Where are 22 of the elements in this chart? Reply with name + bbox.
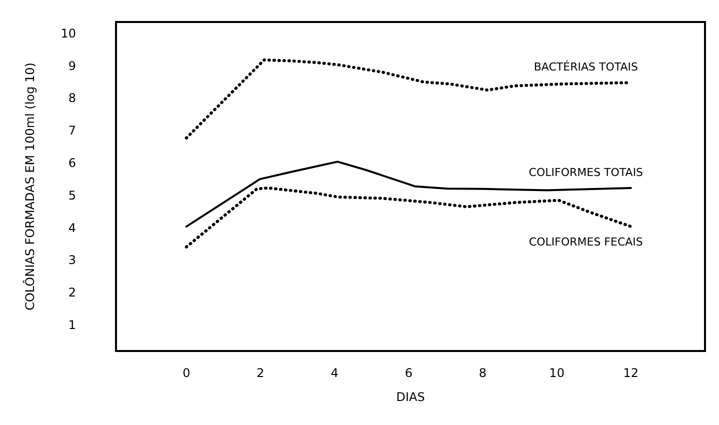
series-label: BACTÉRIAS TOTAIS: [534, 60, 638, 74]
y-tick-label: 5: [68, 188, 76, 202]
series-label: COLIFORMES FECAIS: [528, 236, 643, 249]
y-tick-label: 2: [68, 286, 76, 300]
x-tick-label: 6: [404, 366, 412, 380]
x-tick-label: 8: [478, 366, 487, 380]
y-tick-label: 8: [68, 91, 76, 106]
series-label: COLIFORMES TOTAIS: [528, 166, 644, 179]
x-tick-label: 4: [330, 366, 338, 380]
x-tick-label: 2: [256, 366, 264, 380]
x-tick-label: 0: [182, 366, 190, 380]
x-tick-label: 12: [623, 366, 639, 380]
y-tick-label: 3: [68, 253, 76, 268]
y-tick-label: 10: [60, 26, 76, 40]
y-axis-title: COLÔNIAS FORMADAS EM 100ml (log 10): [22, 62, 37, 310]
x-axis-title: DIAS: [396, 390, 425, 404]
y-tick-label: 7: [68, 124, 76, 138]
y-tick-label: 6: [68, 156, 76, 170]
y-tick-label: 9: [68, 58, 76, 73]
y-tick-label: 1: [68, 318, 76, 332]
y-tick-label: 4: [68, 220, 76, 235]
x-tick-label: 10: [549, 366, 564, 380]
